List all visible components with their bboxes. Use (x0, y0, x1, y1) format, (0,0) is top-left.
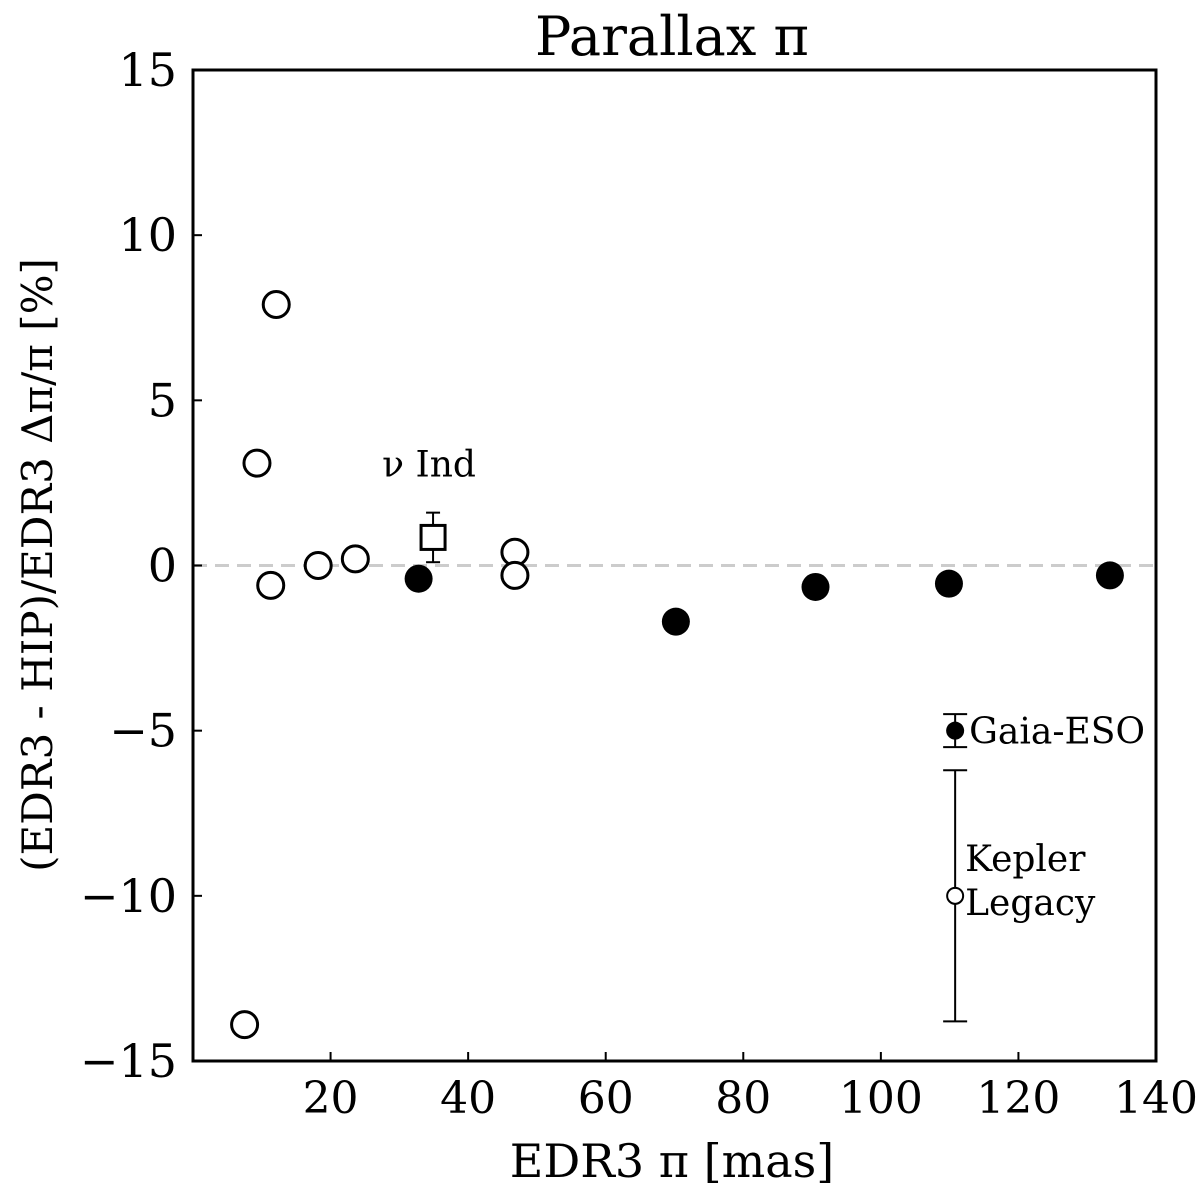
typical-error-label: Legacy (965, 883, 1096, 924)
x-tick-label: 40 (440, 1073, 496, 1124)
typical-error-label: Kepler (965, 839, 1086, 880)
plot-area: 20 40 60 80 100 120 140 −15 −10 −5 0 5 10 15 ν Ind Gaia… (80, 43, 1198, 1124)
filled-circle-point (801, 572, 830, 601)
open-square-point (419, 523, 447, 551)
y-tick-label: 0 (148, 539, 177, 593)
x-tick-label: 80 (715, 1073, 771, 1124)
x-tick-label: 100 (839, 1073, 923, 1124)
y-tick-label: 5 (148, 373, 177, 427)
typical-error-marker (946, 886, 965, 905)
open-circle-point (256, 570, 286, 600)
plot-frame (191, 68, 1158, 1063)
x-axis-label: EDR3 π [mas] (510, 1134, 834, 1188)
point-label: ν Ind (382, 445, 476, 486)
x-tick-label: 60 (578, 1073, 634, 1124)
open-circle-point (500, 560, 530, 590)
chart-title: Parallax π (535, 5, 809, 68)
y-tick-label: −15 (80, 1034, 177, 1088)
filled-circle-point (1095, 561, 1124, 590)
y-tick-label: 10 (118, 208, 177, 262)
x-tick-label: 20 (303, 1073, 359, 1124)
y-tick-label: 15 (118, 43, 177, 97)
y-tick-label: −10 (80, 869, 177, 923)
open-circle-point (303, 551, 333, 580)
open-circle-point (261, 290, 291, 320)
filled-circle-point (404, 564, 433, 593)
open-circle-point (230, 1010, 260, 1040)
y-axis-label: (EDR3 - HIP)/EDR3 Δπ/π [%] (13, 258, 62, 872)
typical-error-label: Gaia-ESO (969, 712, 1145, 753)
filled-circle-point (661, 607, 690, 636)
x-tick-label: 140 (1114, 1073, 1198, 1124)
typical-error-marker (946, 721, 965, 740)
y-tick-label: −5 (109, 704, 177, 758)
filled-circle-point (934, 569, 963, 598)
open-circle-point (340, 544, 370, 574)
open-circle-point (242, 448, 272, 478)
x-tick-label: 120 (976, 1073, 1060, 1124)
